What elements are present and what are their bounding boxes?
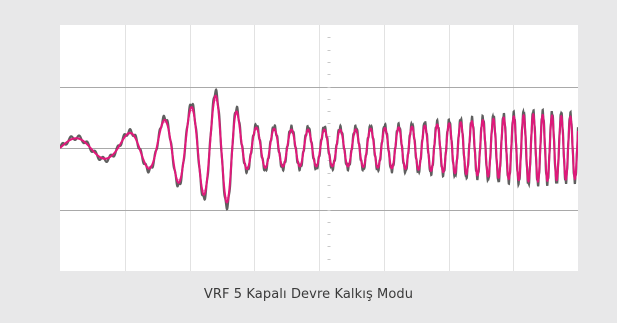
oscilloscope-plot [60, 25, 578, 271]
center-axis-ticks [327, 37, 331, 260]
plot-svg [60, 25, 578, 271]
signal-highlight-trace [60, 99, 578, 199]
figure-caption: VRF 5 Kapalı Devre Kalkış Modu [203, 287, 414, 302]
